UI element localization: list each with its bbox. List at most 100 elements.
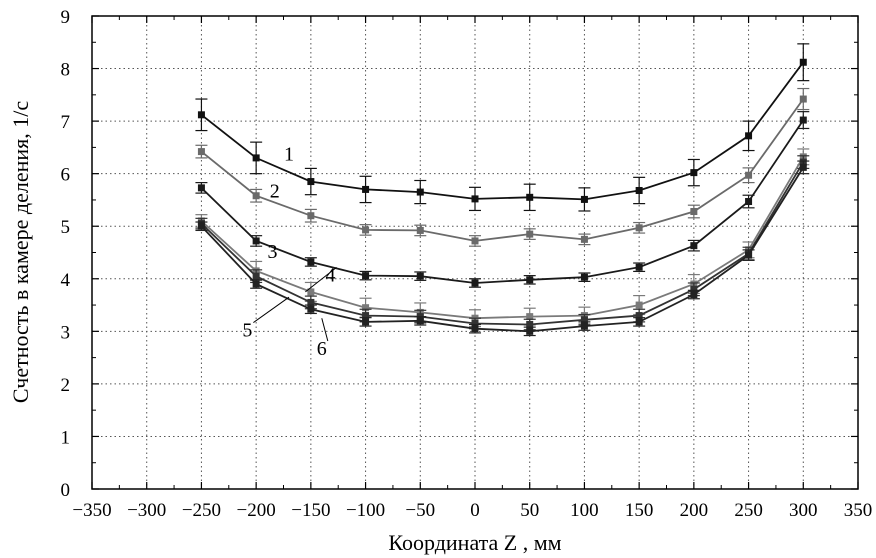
series-label-4: 4 xyxy=(326,264,336,286)
data-point xyxy=(745,171,753,179)
data-point xyxy=(416,226,424,234)
data-point xyxy=(526,230,534,238)
series-label-6: 6 xyxy=(317,338,327,360)
data-point xyxy=(416,188,424,196)
data-point xyxy=(252,272,260,280)
data-point xyxy=(745,198,753,206)
label-leader-line xyxy=(253,296,290,323)
series-line xyxy=(200,119,805,284)
data-point xyxy=(580,316,588,324)
data-point xyxy=(307,258,315,266)
data-point xyxy=(635,312,643,320)
label-leader-line xyxy=(321,318,329,342)
data-point xyxy=(471,237,479,245)
data-point xyxy=(745,132,753,140)
series-labels: 12 3 4 5 6 xyxy=(242,144,337,360)
y-tick-label: 8 xyxy=(61,60,71,81)
x-tick-label: 50 xyxy=(520,500,539,521)
data-point xyxy=(526,327,534,335)
data-point xyxy=(307,178,315,186)
series-line xyxy=(200,161,805,326)
data-point xyxy=(471,325,479,333)
x-tick-label: −100 xyxy=(346,500,385,521)
data-point xyxy=(362,312,370,320)
data-point xyxy=(690,285,698,293)
data-point xyxy=(635,224,643,232)
data-point xyxy=(799,95,807,103)
data-point xyxy=(471,319,479,327)
data-point xyxy=(362,304,370,312)
data-point xyxy=(799,116,807,124)
x-tick-label: 100 xyxy=(570,500,599,521)
x-tick-label: −350 xyxy=(72,500,111,521)
y-tick-label: 2 xyxy=(61,375,71,396)
x-axis-title: Координата Z , мм xyxy=(388,530,561,555)
series-label-2: 2 xyxy=(270,180,280,202)
series-2 xyxy=(195,87,810,247)
series-5 xyxy=(195,155,810,331)
y-tick-label: 7 xyxy=(61,112,71,133)
data-point xyxy=(635,263,643,271)
data-point xyxy=(197,184,205,192)
x-tick-label: −300 xyxy=(127,500,166,521)
x-tick-label: −150 xyxy=(291,500,330,521)
data-point xyxy=(197,222,205,230)
x-tick-label: 150 xyxy=(625,500,654,521)
data-point xyxy=(635,301,643,309)
series-line xyxy=(200,166,805,333)
data-point xyxy=(307,288,315,296)
data-point xyxy=(416,272,424,280)
data-point xyxy=(252,237,260,245)
data-point xyxy=(526,321,534,329)
data-point xyxy=(416,317,424,325)
y-tick-label: 4 xyxy=(61,270,71,291)
data-point xyxy=(197,148,205,156)
x-tick-label: 250 xyxy=(734,500,763,521)
x-tick-label: 200 xyxy=(680,500,709,521)
series-line xyxy=(200,156,805,320)
data-point xyxy=(307,298,315,306)
data-point xyxy=(197,111,205,119)
data-point xyxy=(362,272,370,280)
series-6 xyxy=(195,160,810,337)
data-point xyxy=(690,242,698,250)
x-tick-label: −200 xyxy=(237,500,276,521)
data-point xyxy=(635,186,643,194)
data-point xyxy=(252,192,260,200)
y-tick-label: 5 xyxy=(61,217,71,238)
series-1 xyxy=(195,43,810,212)
x-tick-label: 0 xyxy=(470,500,480,521)
data-point xyxy=(635,318,643,326)
data-point xyxy=(799,58,807,66)
data-point xyxy=(799,163,807,171)
data-point xyxy=(526,276,534,284)
data-point xyxy=(690,169,698,177)
ticks: −350 −300 −250 −200 −150 −100 −50 0 50 100 150 200 2… xyxy=(61,7,873,521)
series-line xyxy=(200,98,805,242)
data-point xyxy=(252,280,260,288)
series-label-3: 3 xyxy=(268,241,278,263)
data-point xyxy=(526,193,534,201)
x-tick-label: −50 xyxy=(405,500,435,521)
data-point xyxy=(252,154,260,162)
y-tick-label: 6 xyxy=(61,165,71,186)
series-line xyxy=(200,61,805,201)
y-tick-label: 3 xyxy=(61,322,71,343)
data-point xyxy=(745,251,753,259)
series-label-1: 1 xyxy=(284,144,294,166)
data-point xyxy=(362,318,370,326)
data-point xyxy=(690,208,698,216)
x-tick-label: −250 xyxy=(182,500,221,521)
label-leader-line xyxy=(305,267,337,293)
data-point xyxy=(471,195,479,203)
x-tick-label: 350 xyxy=(844,500,873,521)
y-tick-label: 0 xyxy=(61,480,71,501)
data-point xyxy=(690,291,698,299)
data-point xyxy=(362,226,370,234)
data-point xyxy=(580,273,588,281)
data-point xyxy=(580,235,588,243)
y-axis-title: Счетность в камере деления, 1/с xyxy=(8,101,33,403)
data-point xyxy=(580,322,588,330)
data-point xyxy=(307,305,315,313)
